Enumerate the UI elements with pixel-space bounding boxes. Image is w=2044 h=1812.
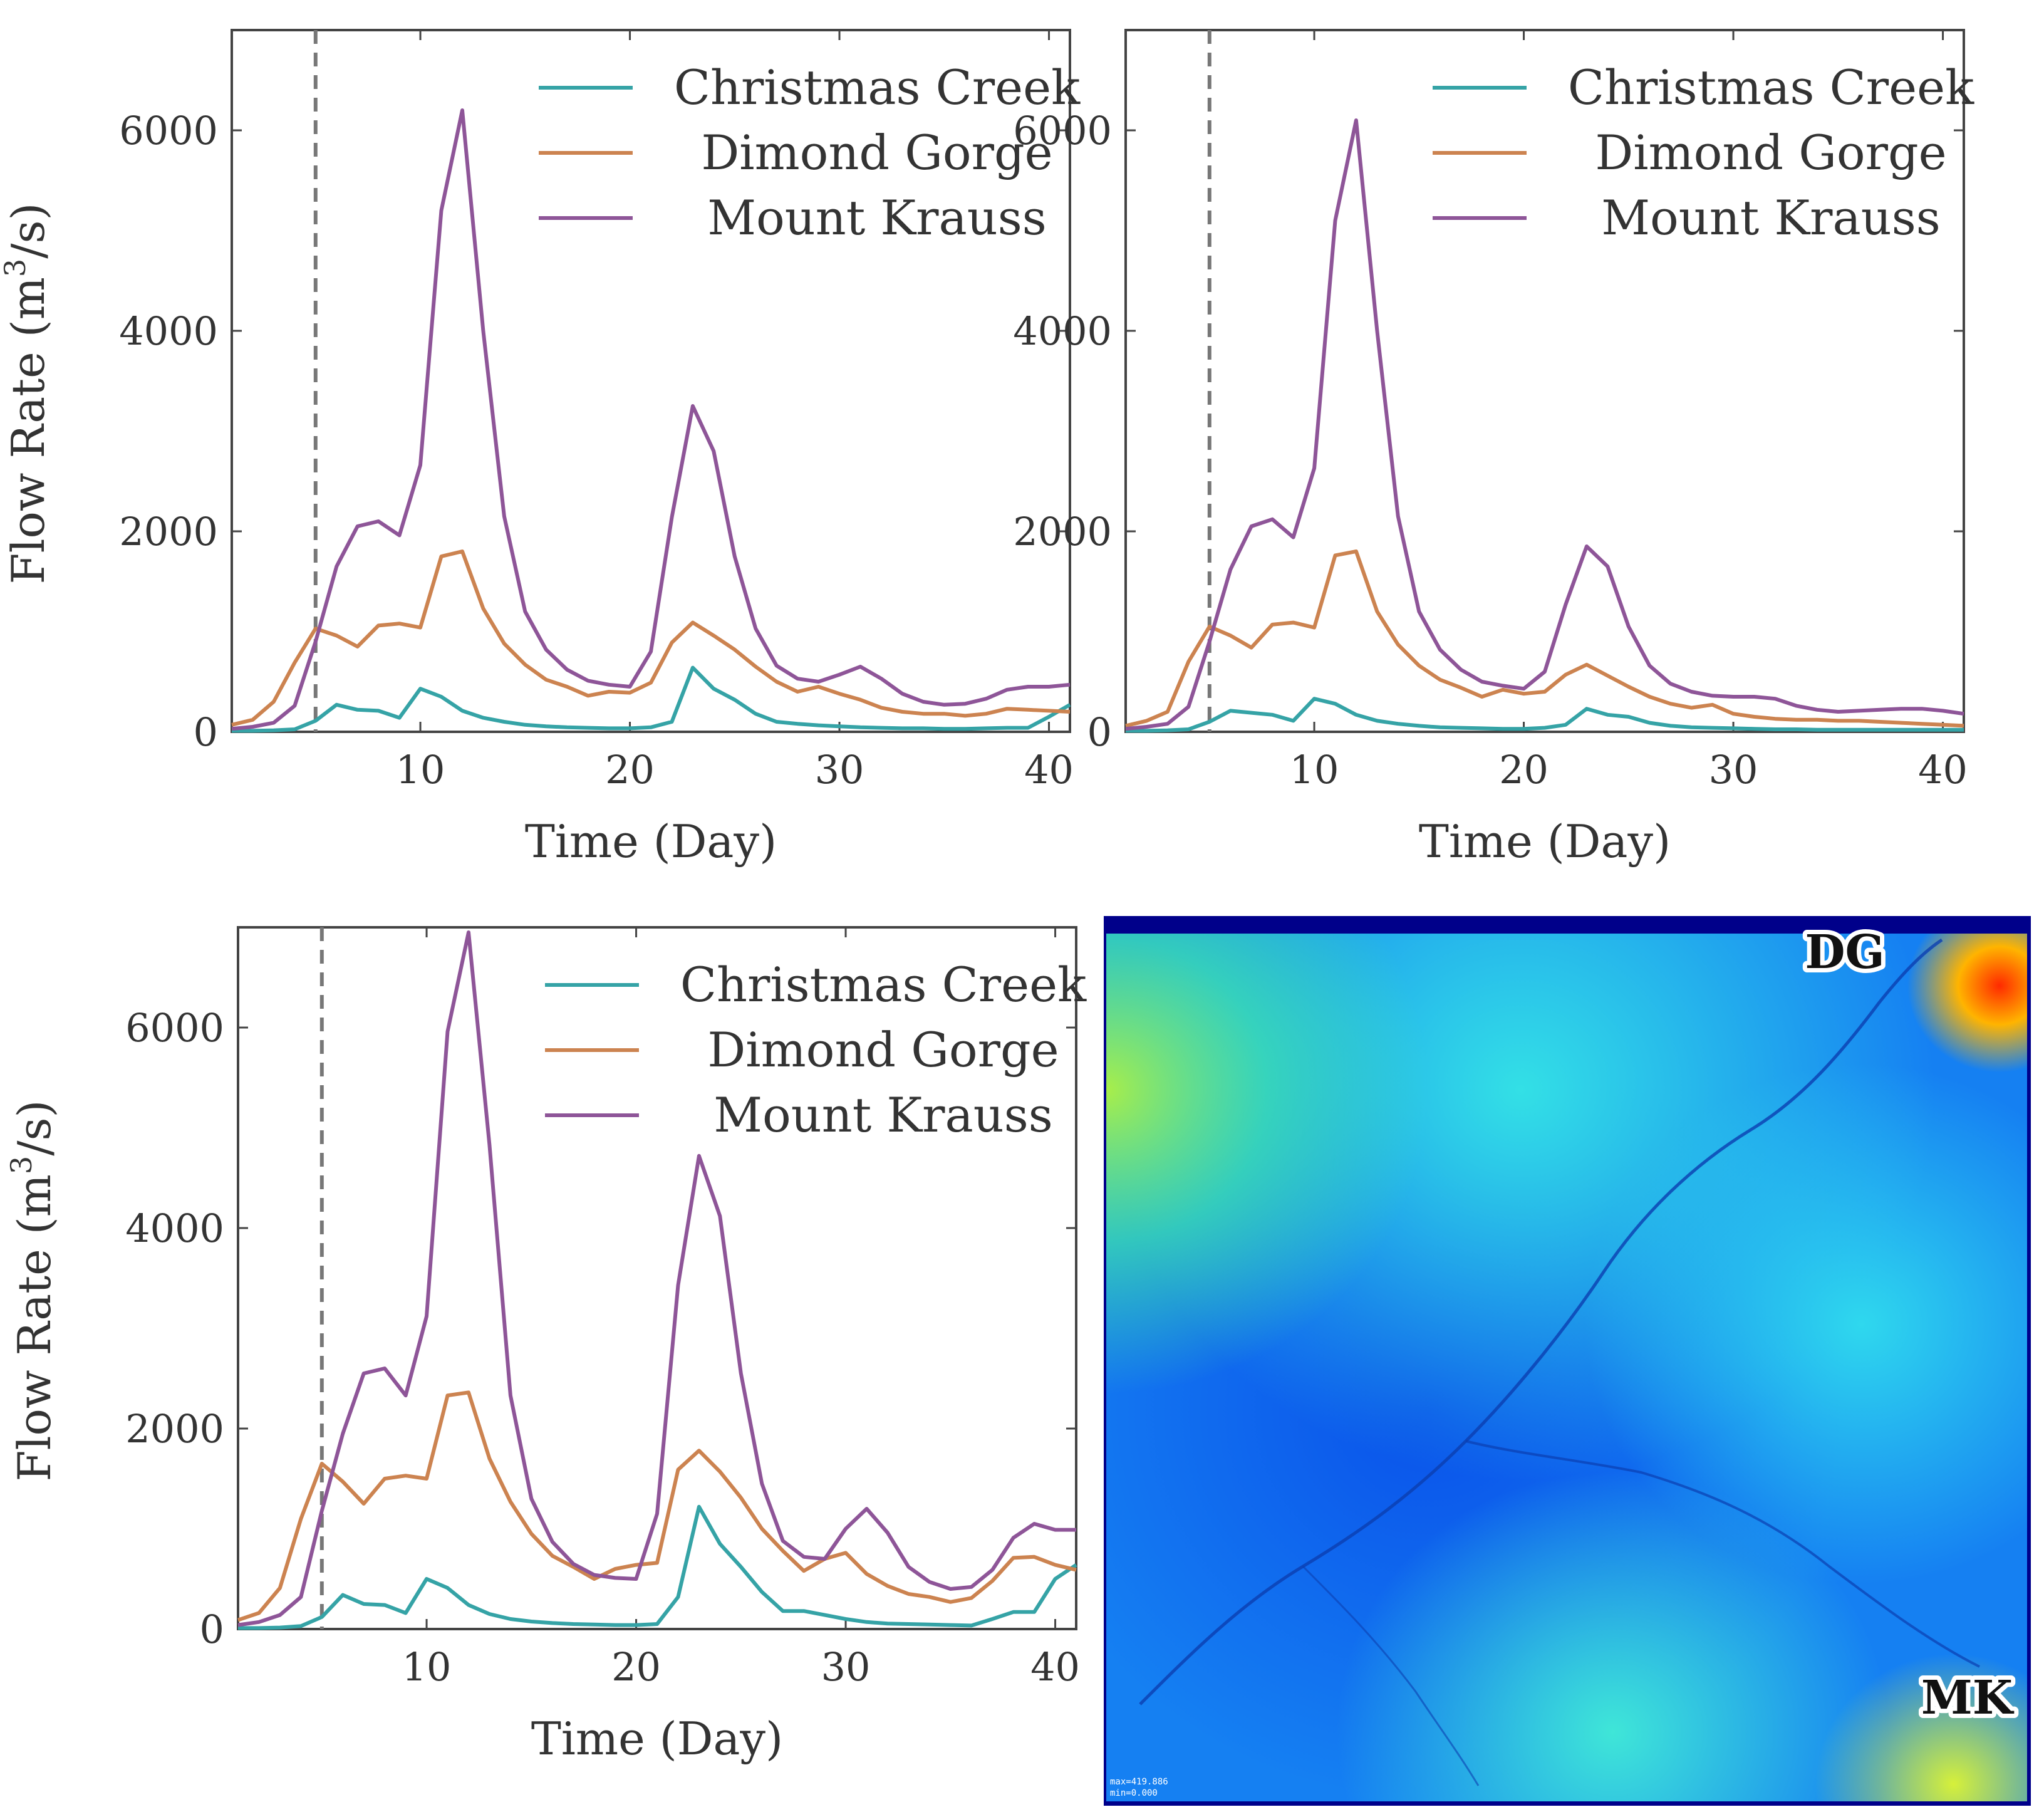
y-tick-label: 2000 xyxy=(119,509,218,555)
y-tick-label: 2000 xyxy=(125,1406,224,1452)
x-tick-label: 20 xyxy=(1499,747,1549,793)
legend-label: Christmas Creek xyxy=(1568,60,1974,115)
map-label-dg: DG xyxy=(1805,925,1884,979)
y-axis-title: Flow Rate (m3/s) xyxy=(4,1100,61,1481)
y-tick-label: 0 xyxy=(200,1606,224,1652)
x-tick-label: 40 xyxy=(1918,747,1968,793)
series-line-christmas-creek xyxy=(232,665,1071,733)
legend-label: Dimond Gorge xyxy=(1595,125,1946,180)
x-tick-label: 10 xyxy=(396,747,445,793)
map-corner-text-max: max=419.886 xyxy=(1110,1777,1168,1787)
series-line-mount-krauss xyxy=(237,930,1076,1627)
y-tick-label: 6000 xyxy=(1013,108,1112,154)
y-axis-title: Flow Rate (m3/s) xyxy=(0,202,54,584)
plot-frame xyxy=(231,29,1071,733)
x-axis-title: Time (Day) xyxy=(531,1712,783,1765)
map-hotspot xyxy=(1106,934,2027,1801)
y-tick-label: 4000 xyxy=(125,1205,224,1251)
legend-label: Christmas Creek xyxy=(674,60,1081,115)
x-tick-label: 20 xyxy=(611,1644,661,1690)
terrain-map: DG MK max=419.886 min=0.000 xyxy=(1104,916,2031,1806)
map-river-branch xyxy=(1465,1440,1980,1668)
map-river xyxy=(1139,938,1943,1705)
y-tick-label: 6000 xyxy=(125,1005,224,1051)
x-tick-label: 10 xyxy=(402,1644,452,1690)
series-line-christmas-creek xyxy=(238,1504,1077,1630)
plot-frame xyxy=(1124,29,1965,733)
y-axis-title-tail: /s) xyxy=(8,1100,61,1155)
y-tick-label: 4000 xyxy=(119,308,218,354)
series-line-christmas-creek xyxy=(1126,697,1964,733)
x-tick-label: 30 xyxy=(821,1644,871,1690)
x-tick-label: 30 xyxy=(1709,747,1758,793)
y-tick-label: 0 xyxy=(1087,709,1112,755)
y-axis-title-tail: /s) xyxy=(2,202,54,258)
chart-top-right: 10 20 30 40 0 2000 4000 6000 Time (Day) Christmas… xyxy=(1013,29,1974,868)
y-tick-label: 4000 xyxy=(1013,308,1112,354)
series-line-dimond-gorge xyxy=(1125,549,1964,728)
x-tick-label: 20 xyxy=(605,747,655,793)
legend-label: Mount Krauss xyxy=(1601,190,1941,246)
x-tick-label: 30 xyxy=(815,747,864,793)
y-tick-label: 0 xyxy=(194,709,218,755)
x-axis-title: Time (Day) xyxy=(525,815,777,868)
chart-bottom-left: 10 20 30 40 0 2000 4000 6000 Time (Day) Flow Rate… xyxy=(4,926,1087,1765)
series-line-dimond-gorge xyxy=(237,1390,1077,1622)
x-tick-label: 40 xyxy=(1030,1644,1080,1690)
y-tick-label: 6000 xyxy=(119,108,218,154)
chart-top-left: 10 20 30 40 0 2000 4000 6000 Time (Day) Flow Rate… xyxy=(0,29,1081,868)
x-axis-title: Time (Day) xyxy=(1419,815,1671,868)
y-axis-title-sup: 3 xyxy=(4,1156,38,1174)
map-river-branch-2 xyxy=(1302,1565,1480,1786)
y-axis-title-sup: 3 xyxy=(0,259,32,277)
plot-frame xyxy=(237,926,1077,1630)
y-axis-title-main: Flow Rate (m xyxy=(8,1174,61,1481)
legend-label: Dimond Gorge xyxy=(701,125,1052,180)
y-axis-title-main: Flow Rate (m xyxy=(2,277,54,584)
x-tick-label: 40 xyxy=(1024,747,1074,793)
legend-label: Christmas Creek xyxy=(680,957,1087,1013)
y-tick-label: 2000 xyxy=(1013,509,1112,555)
map-corner-text-min: min=0.000 xyxy=(1110,1788,1158,1798)
legend-label: Mount Krauss xyxy=(713,1087,1053,1143)
series-line-dimond-gorge xyxy=(231,549,1071,727)
legend-label: Dimond Gorge xyxy=(707,1022,1059,1078)
x-tick-label: 10 xyxy=(1290,747,1339,793)
legend-label: Mount Krauss xyxy=(707,190,1047,246)
series-line-mount-krauss xyxy=(231,108,1071,731)
series-line-mount-krauss xyxy=(1125,118,1964,731)
map-label-mk: MK xyxy=(1921,1671,2015,1725)
